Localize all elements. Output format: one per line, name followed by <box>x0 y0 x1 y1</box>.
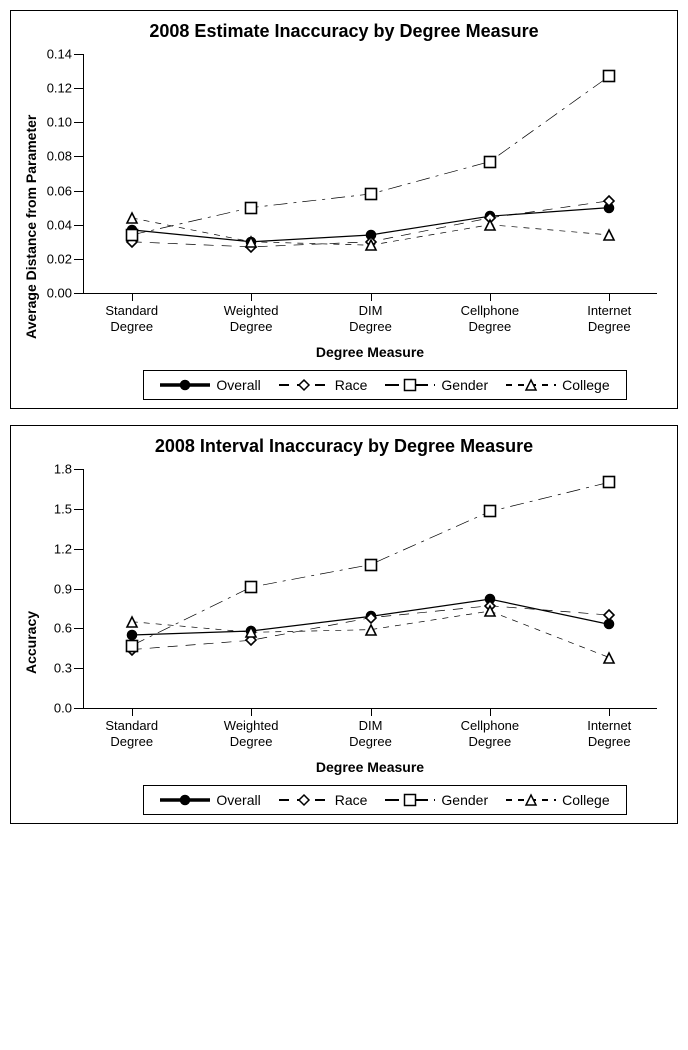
y-axis-label: Average Distance from Parameter <box>19 54 43 400</box>
legend-item-overall: Overall <box>160 792 260 808</box>
legend-item-race: Race <box>279 792 368 808</box>
marker-gender <box>363 186 378 201</box>
chart-panel-1: 2008 Interval Inaccuracy by Degree Measu… <box>10 425 678 824</box>
series-layer <box>84 54 657 293</box>
marker-college <box>602 651 616 665</box>
marker-college <box>364 238 378 252</box>
marker-college <box>125 615 139 629</box>
plot-area: 0.00.30.60.91.21.51.8StandardDegreeWeigh… <box>83 469 657 709</box>
marker-college <box>244 235 258 249</box>
marker-gender <box>482 504 497 519</box>
y-tick-label: 0.12 <box>47 81 84 96</box>
legend-label: Gender <box>441 377 488 393</box>
marker-gender <box>124 638 139 653</box>
marker-gender <box>602 475 617 490</box>
legend-label: College <box>562 377 609 393</box>
chart-row: Average Distance from Parameter 0.000.020… <box>19 54 669 400</box>
x-tick-label: WeightedDegree <box>196 293 306 336</box>
x-tick-label: DIMDegree <box>316 293 426 336</box>
marker-college <box>125 211 139 225</box>
x-tick-label: DIMDegree <box>316 708 426 751</box>
y-axis-label: Accuracy <box>19 469 43 815</box>
marker-college <box>602 228 616 242</box>
chart-row: Accuracy 0.00.30.60.91.21.51.8StandardDeg… <box>19 469 669 815</box>
chart-title: 2008 Interval Inaccuracy by Degree Measu… <box>19 436 669 457</box>
x-tick-label: CellphoneDegree <box>435 708 545 751</box>
marker-gender <box>244 580 259 595</box>
marker-gender <box>482 154 497 169</box>
legend-item-gender: Gender <box>385 792 488 808</box>
legend-label: Overall <box>216 792 260 808</box>
marker-college <box>483 218 497 232</box>
legend-label: Race <box>335 792 368 808</box>
y-tick-label: 0.14 <box>47 47 84 62</box>
legend-label: Gender <box>441 792 488 808</box>
x-tick-label: WeightedDegree <box>196 708 306 751</box>
y-tick-label: 0.02 <box>47 251 84 266</box>
legend: Overall Race Gender College <box>143 370 627 400</box>
x-axis-label: Degree Measure <box>83 759 657 775</box>
y-tick-label: 0.08 <box>47 149 84 164</box>
x-axis-label: Degree Measure <box>83 344 657 360</box>
marker-gender <box>363 557 378 572</box>
legend-item-overall: Overall <box>160 377 260 393</box>
x-tick-label: StandardDegree <box>77 293 187 336</box>
plot-area: 0.000.020.040.060.080.100.120.14Standard… <box>83 54 657 294</box>
x-tick-label: StandardDegree <box>77 708 187 751</box>
legend-item-college: College <box>506 377 609 393</box>
chart-panel-0: 2008 Estimate Inaccuracy by Degree Measu… <box>10 10 678 409</box>
marker-race <box>602 194 616 208</box>
legend-item-race: Race <box>279 377 368 393</box>
plot-wrap: 0.00.30.60.91.21.51.8StandardDegreeWeigh… <box>83 469 657 815</box>
chart-title: 2008 Estimate Inaccuracy by Degree Measu… <box>19 21 669 42</box>
y-tick-label: 1.5 <box>54 501 84 516</box>
marker-college <box>483 604 497 618</box>
series-line-gender <box>132 76 610 235</box>
y-tick-label: 0.9 <box>54 581 84 596</box>
marker-gender <box>124 227 139 242</box>
legend-item-gender: Gender <box>385 377 488 393</box>
legend-item-college: College <box>506 792 609 808</box>
marker-gender <box>602 69 617 84</box>
legend-label: College <box>562 792 609 808</box>
figure-root: 2008 Estimate Inaccuracy by Degree Measu… <box>10 10 678 824</box>
x-tick-label: CellphoneDegree <box>435 293 545 336</box>
y-tick-label: 0.04 <box>47 217 84 232</box>
plot-wrap: 0.000.020.040.060.080.100.120.14Standard… <box>83 54 657 400</box>
marker-college <box>244 625 258 639</box>
legend-label: Race <box>335 377 368 393</box>
marker-college <box>364 623 378 637</box>
marker-gender <box>244 200 259 215</box>
x-tick-label: InternetDegree <box>554 708 664 751</box>
y-tick-label: 0.3 <box>54 661 84 676</box>
y-tick-label: 1.8 <box>54 462 84 477</box>
legend: Overall Race Gender College <box>143 785 627 815</box>
y-tick-label: 1.2 <box>54 541 84 556</box>
y-tick-label: 0.6 <box>54 621 84 636</box>
legend-label: Overall <box>216 377 260 393</box>
x-tick-label: InternetDegree <box>554 293 664 336</box>
marker-race <box>602 608 616 622</box>
y-tick-label: 0.10 <box>47 115 84 130</box>
series-layer <box>84 469 657 708</box>
y-tick-label: 0.06 <box>47 183 84 198</box>
